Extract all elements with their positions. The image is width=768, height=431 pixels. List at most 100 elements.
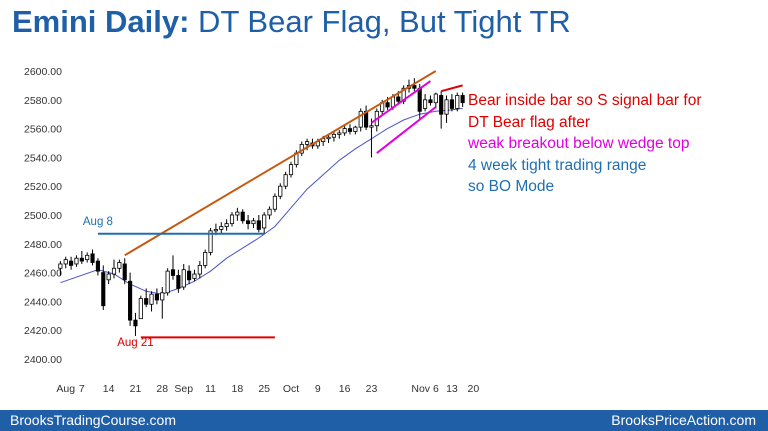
bear-candle	[246, 220, 251, 225]
bear-candle	[101, 272, 106, 307]
bull-candle	[423, 99, 428, 109]
bear-candle	[449, 99, 454, 109]
y-tick-label: 2600.00	[24, 66, 62, 78]
y-tick-label: 2520.00	[24, 181, 62, 193]
x-tick-label: 23	[366, 383, 378, 395]
annotation-line-4: 4 week tight trading range	[468, 156, 647, 174]
y-tick-label: 2460.00	[24, 268, 62, 280]
bull-candle	[213, 228, 218, 232]
x-tick-label: 18	[232, 383, 244, 395]
bear-candle	[144, 298, 149, 305]
x-tick-label: 21	[130, 383, 142, 395]
y-tick-label: 2560.00	[24, 124, 62, 136]
bear-candle	[176, 275, 181, 289]
bear-candle	[347, 128, 353, 132]
bull-candle	[369, 125, 374, 128]
bull-candle	[58, 263, 63, 269]
bull-candle	[117, 262, 122, 269]
bull-candle	[262, 214, 267, 229]
double-top-line	[440, 84, 463, 93]
chart-annotation-label: Aug 21	[117, 337, 153, 349]
bull-candle	[165, 270, 170, 294]
chart-annotation-label: Aug 8	[83, 216, 113, 228]
x-tick-label: 11	[205, 383, 216, 395]
bull-candle	[433, 93, 438, 104]
bull-candle	[278, 185, 283, 197]
title-bold: Emini Daily:	[12, 4, 190, 39]
annotation-line-5: so BO Mode	[468, 178, 555, 195]
y-tick-label: 2540.00	[24, 152, 62, 164]
bear-candle	[428, 99, 433, 104]
bear-candle	[385, 102, 390, 108]
y-tick-label: 2440.00	[24, 296, 62, 308]
bear-candle	[90, 253, 95, 263]
bull-candle	[353, 126, 358, 132]
bull-candle	[219, 226, 224, 230]
bull-candle	[326, 136, 331, 140]
annotation-line-2: DT Bear flag after	[468, 113, 591, 131]
bull-candle	[149, 293, 154, 305]
y-tick-label: 2400.00	[24, 354, 62, 366]
bull-candle	[203, 252, 208, 266]
x-tick-label: 9	[315, 383, 321, 395]
bull-candle	[288, 164, 294, 176]
x-tick-label: 16	[339, 383, 351, 395]
bear-candle	[417, 87, 422, 112]
x-tick-label: Oct	[283, 383, 299, 395]
bull-candle	[272, 195, 277, 210]
bull-candle	[74, 257, 79, 265]
bull-candle	[111, 267, 117, 275]
x-tick-label: Sep	[174, 383, 193, 395]
bull-candle	[138, 298, 143, 320]
bull-candle	[224, 223, 229, 227]
title-rest: DT Bear Flag, But Tight TR	[189, 4, 571, 39]
wedge-top-line	[370, 80, 432, 124]
slide-title: Emini Daily: DT Bear Flag, But Tight TR	[12, 2, 571, 42]
bull-candle	[342, 128, 347, 134]
x-tick-label: 7	[79, 383, 85, 395]
x-tick-label: 14	[103, 383, 115, 395]
footer-bar: BrooksTradingCourse.com BrooksPriceActio…	[0, 410, 768, 431]
x-tick-label: 13	[446, 383, 458, 395]
bear-candle	[69, 260, 74, 266]
bear-candle	[396, 96, 401, 102]
trend-line	[124, 70, 437, 257]
bull-candle	[305, 141, 310, 145]
bull-candle	[455, 95, 460, 109]
y-tick-label: 2480.00	[24, 239, 62, 251]
annotation-line-3: weak breakout below wedge top	[468, 135, 690, 152]
bull-candle	[85, 254, 90, 261]
y-tick-label: 2420.00	[24, 325, 62, 337]
bull-candle	[181, 269, 186, 288]
bull-candle	[63, 259, 68, 265]
bull-candle	[331, 133, 336, 138]
wedge-bottom-line	[376, 106, 437, 154]
bull-candle	[283, 174, 288, 187]
y-tick-label: 2580.00	[24, 95, 62, 107]
footer-right-link[interactable]: BrooksPriceAction.com	[611, 412, 756, 428]
bull-candle	[358, 110, 363, 128]
bull-candle	[208, 230, 213, 253]
bull-candle	[444, 99, 449, 115]
bull-candle	[106, 273, 111, 281]
bull-candle	[197, 264, 202, 275]
bear-candle	[122, 263, 127, 281]
bear-candle	[460, 95, 465, 104]
bear-candle	[256, 220, 261, 230]
bull-candle	[337, 132, 342, 135]
bull-candle	[267, 208, 272, 216]
x-tick-label: 20	[468, 383, 480, 395]
x-tick-label: 25	[258, 383, 270, 395]
x-tick-label: Nov 6	[411, 383, 439, 395]
bear-candle	[439, 95, 444, 115]
footer-left-link[interactable]: BrooksTradingCourse.com	[10, 412, 176, 428]
bear-candle	[95, 260, 100, 272]
bull-candle	[235, 211, 240, 216]
bull-candle	[251, 220, 256, 225]
bear-candle	[133, 319, 138, 327]
bull-candle	[229, 214, 235, 225]
bear-candle	[154, 293, 159, 301]
x-tick-label: 28	[156, 383, 168, 395]
annotation-line-1: Bear inside bar so S signal bar for	[468, 92, 702, 109]
